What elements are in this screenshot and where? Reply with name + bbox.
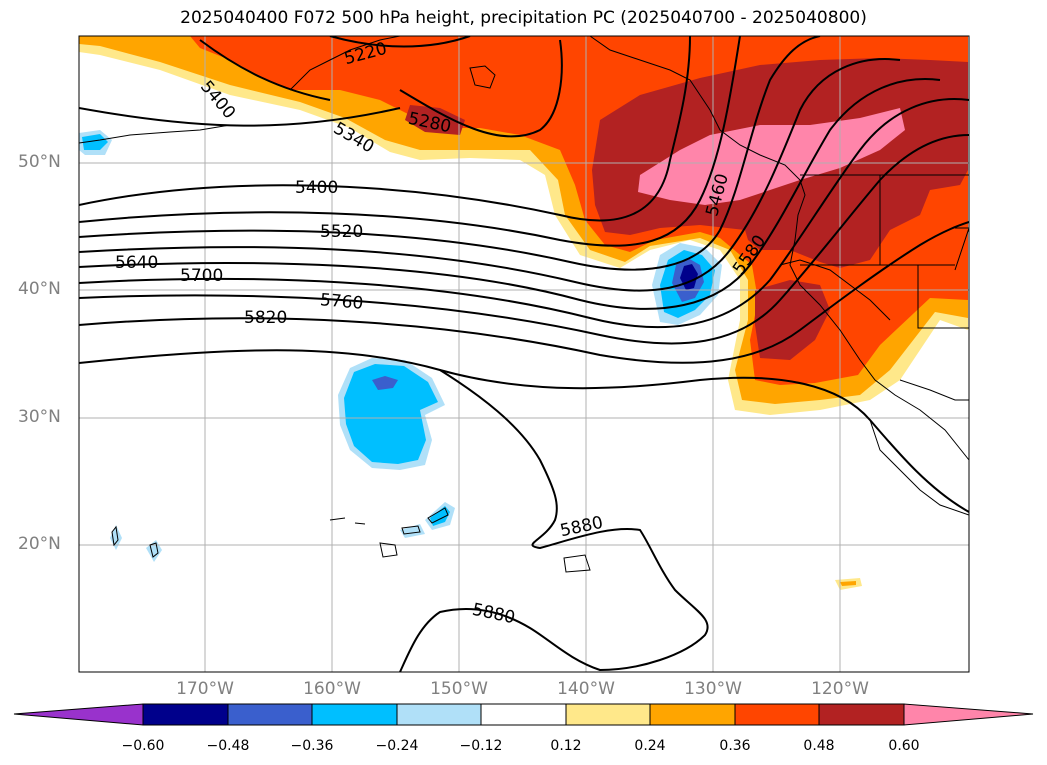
colorbar-segment xyxy=(818,703,905,726)
colorbar-extend-low xyxy=(13,703,144,726)
map-frame xyxy=(78,35,970,673)
colorbar xyxy=(13,703,1034,726)
lon-label: 120°W xyxy=(811,679,869,699)
colorbar-extend-high xyxy=(903,703,1034,726)
colorbar-tick-label: −0.60 xyxy=(121,738,165,754)
coastlines xyxy=(79,36,969,573)
colorbar-tick-label: −0.36 xyxy=(290,738,334,754)
contour-label: 5760 xyxy=(319,290,365,314)
colorbar-segment xyxy=(227,703,313,726)
colorbar-segment xyxy=(480,703,567,726)
colorbar-segment xyxy=(311,703,398,726)
colorbar-tick-label: −0.12 xyxy=(459,738,503,754)
colorbar-segment xyxy=(734,703,820,726)
lat-label: 40°N xyxy=(18,279,61,299)
colorbar-tick-label: 0.24 xyxy=(634,738,666,754)
precip-positive-region xyxy=(79,36,968,590)
lon-label: 140°W xyxy=(557,679,615,699)
lon-label: 150°W xyxy=(430,679,488,699)
colorbar-segment xyxy=(565,703,651,726)
contour-label: 5820 xyxy=(244,308,288,328)
lat-label: 50°N xyxy=(18,152,61,172)
colorbar-tick-label: −0.24 xyxy=(375,738,419,754)
lon-label: 130°W xyxy=(684,679,742,699)
colorbar-tick-label: 0.36 xyxy=(719,738,751,754)
colorbar-tick-label: 0.12 xyxy=(550,738,582,754)
lon-label: 170°W xyxy=(176,679,234,699)
lon-label: 160°W xyxy=(303,679,361,699)
lat-label: 20°N xyxy=(18,534,61,554)
contour-label: 5640 xyxy=(115,253,159,273)
contour-label: 5700 xyxy=(180,266,224,286)
lat-label: 30°N xyxy=(18,407,61,427)
height-contours xyxy=(79,36,969,672)
colorbar-tick-label: 0.60 xyxy=(888,738,920,754)
colorbar-segment xyxy=(142,703,229,726)
colorbar-segment xyxy=(649,703,736,726)
precip-negative-region xyxy=(79,130,722,562)
colorbar-segment xyxy=(396,703,482,726)
colorbar-tick-label: 0.48 xyxy=(803,738,835,754)
map-gridlines xyxy=(79,36,969,672)
map-title: 2025040400 F072 500 hPa height, precipit… xyxy=(180,8,867,28)
contour-label: 5520 xyxy=(320,222,364,242)
contour-label: 5400 xyxy=(295,178,339,198)
colorbar-tick-label: −0.48 xyxy=(206,738,250,754)
